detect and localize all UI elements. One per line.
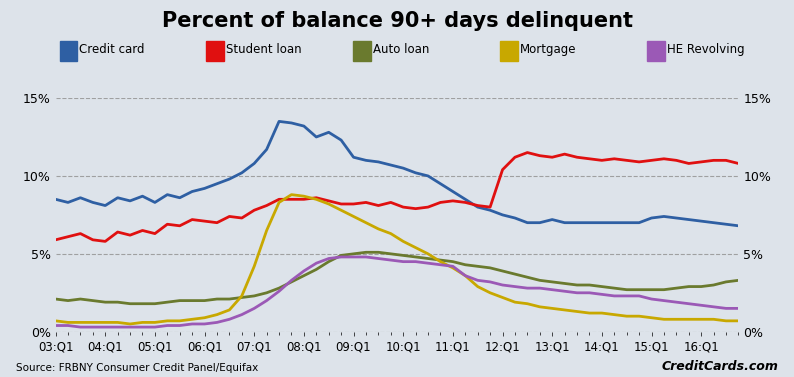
Student loan bbox=[51, 238, 60, 242]
Auto loan bbox=[51, 297, 60, 301]
Student loan bbox=[734, 161, 743, 166]
Mortgage bbox=[125, 322, 135, 326]
HE Revolving bbox=[51, 323, 60, 328]
Mortgage bbox=[734, 319, 743, 323]
Auto loan bbox=[597, 284, 607, 289]
HE Revolving bbox=[64, 323, 73, 328]
Credit card bbox=[485, 208, 495, 213]
HE Revolving bbox=[498, 283, 507, 287]
Student loan bbox=[101, 239, 110, 244]
HE Revolving bbox=[734, 306, 743, 311]
Line: Auto loan: Auto loan bbox=[56, 252, 738, 304]
Student loan bbox=[448, 199, 457, 203]
Text: Student loan: Student loan bbox=[226, 43, 302, 56]
Student loan bbox=[64, 234, 73, 239]
Auto loan bbox=[311, 267, 321, 272]
Credit card bbox=[51, 197, 60, 202]
Line: Student loan: Student loan bbox=[56, 153, 738, 241]
Text: Credit card: Credit card bbox=[79, 43, 145, 56]
Auto loan bbox=[461, 262, 470, 267]
Auto loan bbox=[361, 250, 371, 254]
Mortgage bbox=[51, 319, 60, 323]
Mortgage bbox=[324, 202, 333, 206]
Text: Percent of balance 90+ days delinquent: Percent of balance 90+ days delinquent bbox=[161, 11, 633, 31]
HE Revolving bbox=[311, 261, 321, 265]
Text: HE Revolving: HE Revolving bbox=[667, 43, 745, 56]
Credit card bbox=[64, 200, 73, 205]
Mortgage bbox=[64, 320, 73, 325]
Student loan bbox=[522, 150, 532, 155]
Credit card bbox=[311, 135, 321, 139]
Credit card bbox=[734, 224, 743, 228]
Text: Source: FRBNY Consumer Credit Panel/Equifax: Source: FRBNY Consumer Credit Panel/Equi… bbox=[16, 363, 258, 373]
Mortgage bbox=[597, 311, 607, 315]
Auto loan bbox=[498, 269, 507, 273]
Text: Mortgage: Mortgage bbox=[520, 43, 576, 56]
Auto loan bbox=[125, 302, 135, 306]
Credit card bbox=[584, 221, 594, 225]
HE Revolving bbox=[461, 273, 470, 278]
Credit card bbox=[448, 189, 457, 194]
HE Revolving bbox=[337, 255, 346, 259]
HE Revolving bbox=[75, 325, 85, 329]
Student loan bbox=[511, 155, 520, 159]
Student loan bbox=[485, 205, 495, 209]
Line: HE Revolving: HE Revolving bbox=[56, 257, 738, 327]
Mortgage bbox=[287, 192, 296, 197]
Line: Mortgage: Mortgage bbox=[56, 195, 738, 324]
HE Revolving bbox=[597, 292, 607, 297]
HE Revolving bbox=[522, 286, 532, 290]
Text: Auto loan: Auto loan bbox=[373, 43, 430, 56]
Student loan bbox=[311, 196, 321, 200]
Auto loan bbox=[64, 298, 73, 303]
Credit card bbox=[274, 119, 283, 124]
Credit card bbox=[511, 216, 520, 220]
Mortgage bbox=[522, 302, 532, 306]
Auto loan bbox=[734, 278, 743, 283]
Mortgage bbox=[461, 273, 470, 278]
Text: CreditCards.com: CreditCards.com bbox=[661, 360, 778, 373]
Mortgage bbox=[498, 295, 507, 300]
Line: Credit card: Credit card bbox=[56, 121, 738, 226]
Auto loan bbox=[522, 275, 532, 279]
Student loan bbox=[597, 158, 607, 162]
